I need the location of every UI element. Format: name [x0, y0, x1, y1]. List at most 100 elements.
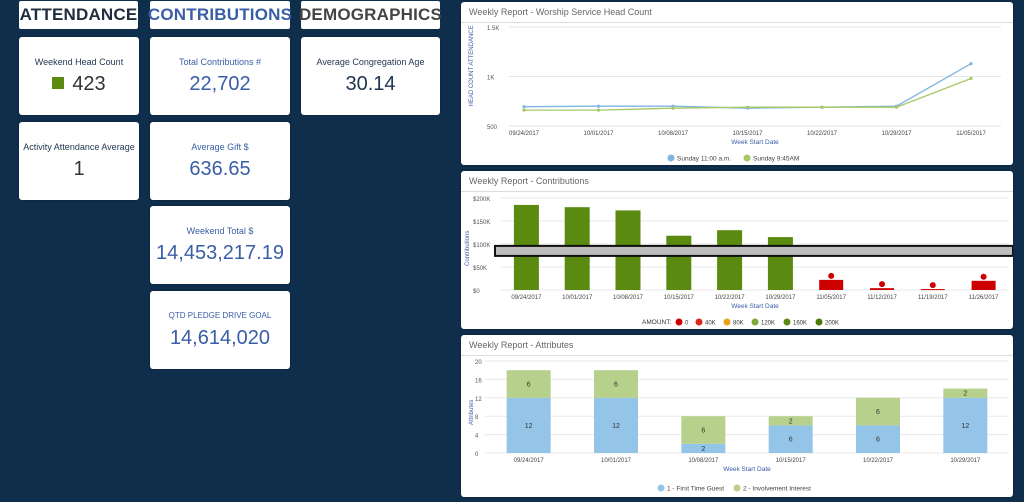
data-label: 2 — [701, 446, 705, 453]
data-point — [522, 105, 526, 109]
contribution-bar — [819, 279, 844, 290]
x-tick-label: 10/22/2017 — [715, 295, 746, 301]
x-tick-label: 09/24/2017 — [511, 295, 542, 301]
contribution-bar — [666, 235, 692, 290]
data-point — [969, 62, 973, 66]
green-square-icon — [52, 77, 65, 89]
data-point — [596, 108, 601, 112]
qtd-pledge-tile[interactable]: QTD PLEDGE DRIVE GOAL 14,614,020 — [150, 291, 290, 369]
legend-label: 200K — [825, 321, 839, 327]
data-point — [522, 108, 526, 112]
attribute-bar-segment — [768, 425, 813, 453]
weekend-total-tile[interactable]: Weekend Total $ 14,453,217.19 — [150, 206, 290, 284]
y-axis-label: Contributions — [465, 231, 471, 266]
average-gift-label: Average Gift $ — [191, 142, 249, 152]
activity-attendance-label: Activity Attendance Average — [23, 142, 135, 152]
y-tick-label: $200K — [473, 197, 490, 203]
y-axis-label: HEAD COUNT ATTENDANCE — [469, 25, 475, 106]
y-tick-label: 1K — [487, 76, 494, 82]
x-tick-label: 10/08/2017 — [613, 295, 644, 301]
x-tick-label: 10/29/2017 — [881, 131, 912, 137]
attribute-bar-segment — [856, 425, 900, 453]
total-contributions-label: Total Contributions # — [178, 57, 262, 67]
legend-label: 160K — [793, 321, 807, 327]
y-tick-label: 1.5K — [487, 26, 499, 32]
total-contributions-tile[interactable]: Total Contributions # 22,702 — [150, 37, 290, 115]
legend-label: Sunday 11:00 a.m. — [677, 156, 731, 163]
x-tick-label: 11/26/2017 — [969, 295, 999, 301]
data-point — [969, 76, 973, 81]
attribute-bar-segment — [594, 370, 638, 398]
attributes-chart: 201612840Attributes12609/24/201712610/01… — [469, 360, 1009, 493]
worship-head-count-panel: Weekly Report - Worship Service Head Cou… — [461, 2, 1013, 165]
contribution-marker — [879, 281, 885, 288]
legend-label: 1 - First Time Guest — [667, 486, 724, 493]
data-label: 6 — [876, 437, 880, 444]
data-label: 6 — [614, 382, 618, 389]
worship-head-count-chart: 1.5K 1K 500 HEAD COUNT ATTENDANCE 09/24/2017… — [469, 25, 1001, 163]
x-tick-label: 10/22/2017 — [807, 131, 838, 137]
attribute-bar-segment — [681, 443, 726, 453]
data-label: 2 — [789, 418, 793, 425]
legend-label: 120K — [761, 321, 775, 327]
x-tick-label: 10/01/2017 — [583, 131, 614, 137]
weekend-head-count-tile[interactable]: Weekend Head Count 423 — [19, 37, 139, 115]
attribute-bar-segment — [768, 416, 813, 426]
tab-contributions[interactable]: CONTRIBUTIONS — [148, 1, 292, 29]
x-tick-label: 10/29/2017 — [950, 458, 981, 464]
legend-label: 0 — [685, 321, 689, 327]
y-tick-label: $0 — [473, 289, 480, 295]
qtd-pledge-value: 14,614,020 — [169, 327, 271, 349]
x-tick-label: 10/15/2017 — [776, 458, 807, 464]
weekend-head-count-value: 423 — [19, 73, 139, 96]
attributes-panel: Weekly Report - Attributes 20 16 12 8 4 0 Attr… — [461, 335, 1013, 497]
attribute-bar-segment — [594, 397, 638, 453]
y-tick-label: 500 — [487, 125, 498, 131]
contribution-marker — [980, 273, 987, 280]
average-age-value: 30.14 — [345, 73, 396, 95]
x-tick-label: 10/15/2017 — [732, 131, 763, 137]
x-axis-label: Week Start Date — [723, 466, 771, 473]
data-label: 2 — [963, 391, 967, 398]
legend-swatch — [675, 318, 683, 326]
x-tick-label: 11/05/2017 — [816, 295, 846, 301]
weekend-total-value: 14,453,217.19 — [156, 242, 284, 264]
contribution-bar — [971, 280, 996, 290]
x-axis-label: Week Start Date — [731, 303, 779, 310]
y-tick-label: 8 — [475, 415, 479, 421]
data-label: 12 — [525, 423, 533, 430]
panel-title: Weekly Report - Worship Service Head Cou… — [469, 7, 652, 17]
legend-title: AMOUNT: — [642, 319, 671, 326]
attribute-bar-segment — [681, 416, 726, 444]
legend-swatch — [733, 484, 741, 492]
weekend-head-count-label: Weekend Head Count — [34, 57, 124, 67]
qtd-pledge-label: QTD PLEDGE DRIVE GOAL — [168, 311, 272, 320]
legend-swatch — [751, 318, 759, 326]
average-age-tile[interactable]: Average Congregation Age 30.14 — [301, 37, 440, 115]
y-tick-label: 0 — [475, 452, 479, 458]
data-point — [596, 104, 601, 108]
x-tick-label: 09/24/2017 — [509, 131, 540, 137]
y-tick-label: $150K — [473, 220, 490, 226]
x-tick-label: 11/19/2017 — [918, 295, 948, 301]
tab-demographics[interactable]: DEMOGRAPHICS — [299, 1, 442, 29]
contribution-bar — [920, 289, 945, 291]
y-tick-label: 16 — [475, 378, 482, 384]
activity-attendance-tile[interactable]: Activity Attendance Average 1 — [19, 122, 139, 200]
data-label: 6 — [527, 382, 531, 389]
total-contributions-value: 22,702 — [189, 73, 251, 95]
data-label: 12 — [612, 423, 620, 430]
tab-attendance[interactable]: ATTENDANCE — [19, 1, 138, 29]
series-line-2 — [524, 77, 972, 111]
legend-swatch — [657, 484, 665, 492]
data-point — [745, 105, 750, 109]
x-tick-label: 11/05/2017 — [956, 131, 986, 137]
average-gift-tile[interactable]: Average Gift $ 636.65 — [150, 122, 290, 200]
contribution-bar — [870, 288, 894, 290]
attribute-bar-segment — [506, 370, 551, 398]
contributions-panel: Weekly Report - Contributions $200K $150K… — [461, 171, 1013, 329]
x-tick-label: 10/08/2017 — [658, 131, 689, 137]
legend-swatch — [667, 154, 675, 162]
attribute-bar-segment — [943, 388, 988, 398]
x-tick-label: 10/01/2017 — [562, 295, 593, 301]
